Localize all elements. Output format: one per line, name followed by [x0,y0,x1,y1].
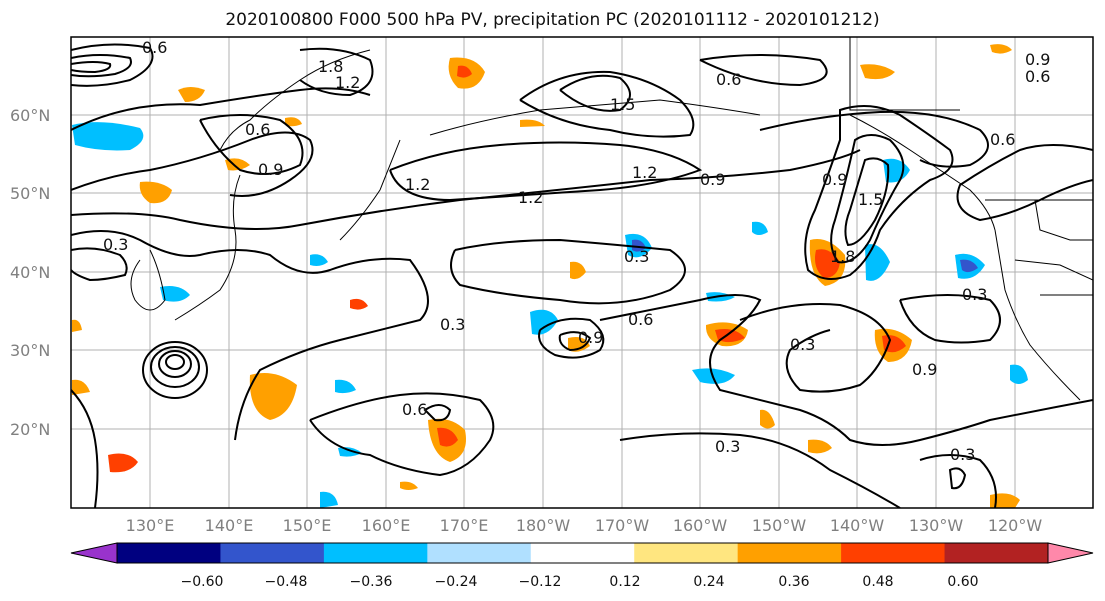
contour-label: 0.6 [716,70,741,89]
contour-label: 0.9 [822,170,847,189]
contour-label: 0.9 [258,160,283,179]
contour-label: 0.3 [715,437,740,456]
colorbar-segment [634,543,739,563]
contour-label: 1.2 [632,163,657,182]
contour-label: 1.8 [318,57,343,76]
colorbar-tick-label: 0.24 [693,574,724,590]
contour-label: 0.6 [245,120,270,139]
contour-label: 0.6 [990,130,1015,149]
lat-label-30n: 30°N [10,341,50,360]
contour-label: 0.3 [103,235,128,254]
lon-label: 160°E [362,516,411,535]
precipitation-shading [72,44,1028,508]
colorbar-extend-high [1047,542,1094,564]
colorbar-segment [427,543,532,563]
contour-label: 0.6 [402,400,427,419]
typhoon-pv-rings [142,341,208,399]
latitude-labels: 60°N 50°N 40°N 30°N 20°N [10,106,50,439]
contour-label: 0.6 [1025,67,1050,86]
contour-label: 0.6 [628,310,653,329]
pv-contours [71,54,1093,508]
contour-label: 1.2 [335,73,360,92]
colorbar-tick-label: 0.48 [862,574,893,590]
contour-label: 0.3 [950,445,975,464]
colorbar-tick-label: 0.12 [609,574,640,590]
contour-label: 0.3 [440,315,465,334]
lat-label-60n: 60°N [10,106,50,125]
contour-label: 0.9 [700,170,725,189]
contour-label: 0.3 [962,285,987,304]
lon-label: 150°W [752,516,807,535]
colorbar-segment [737,543,842,563]
contour-label: 0.9 [1025,50,1050,69]
lon-label: 140°E [205,516,254,535]
lat-label-50n: 50°N [10,184,50,203]
lon-label: 140°W [830,516,885,535]
colorbar-segment [323,543,428,563]
colorbar-tick-label: −0.36 [350,574,393,590]
contour-label: 1.5 [858,190,883,209]
contour-label: 0.9 [578,328,603,347]
lon-label: 160°W [673,516,728,535]
colorbar-segment [220,543,325,563]
pv-contour-labels: 0.6 1.8 1.2 1.5 0.6 0.9 0.6 0.9 0.6 1.2 … [103,38,1050,464]
lat-label-20n: 20°N [10,420,50,439]
colorbar-tick-label: −0.12 [519,574,562,590]
lon-label: 170°E [440,516,489,535]
colorbar-frame [116,542,1049,564]
colorbar-segment [944,543,1049,563]
nw-pv-maximum [71,43,374,97]
colorbar-tick-label: −0.48 [265,574,308,590]
lon-label: 180°W [516,516,571,535]
contour-label: 0.3 [624,247,649,266]
lon-label: 120°W [988,516,1043,535]
colorbar-tick-labels: −0.60 −0.48 −0.36 −0.24 −0.12 0.12 0.24 … [181,574,979,590]
map-frame [70,36,1094,509]
colorbar-extend-low [70,542,118,564]
contour-label: 0.9 [912,360,937,379]
lon-label: 150°E [283,516,332,535]
map-title: 2020100800 F000 500 hPa PV, precipitatio… [225,10,880,30]
longitude-labels: 130°E 140°E 150°E 160°E 170°E 180°W 170°… [126,516,1043,535]
contour-label: 1.5 [610,95,635,114]
colorbar-segment [117,543,221,563]
colorbar-tick-label: 0.60 [947,574,978,590]
contour-label: 1.2 [405,175,430,194]
contour-label: 1.2 [518,188,543,207]
colorbar-tick-label: 0.36 [778,574,809,590]
colorbar-tick-label: −0.60 [181,574,224,590]
colorbar-segment [841,543,946,563]
lat-label-40n: 40°N [10,263,50,282]
contour-label: 0.3 [790,335,815,354]
contour-label: 0.6 [142,38,167,57]
contour-label: 1.8 [830,247,855,266]
lon-label: 130°E [126,516,175,535]
colorbar [70,542,1094,564]
colorbar-segment [530,543,635,563]
colorbar-tick-label: −0.24 [435,574,478,590]
lon-label: 130°W [909,516,964,535]
lon-label: 170°W [595,516,650,535]
